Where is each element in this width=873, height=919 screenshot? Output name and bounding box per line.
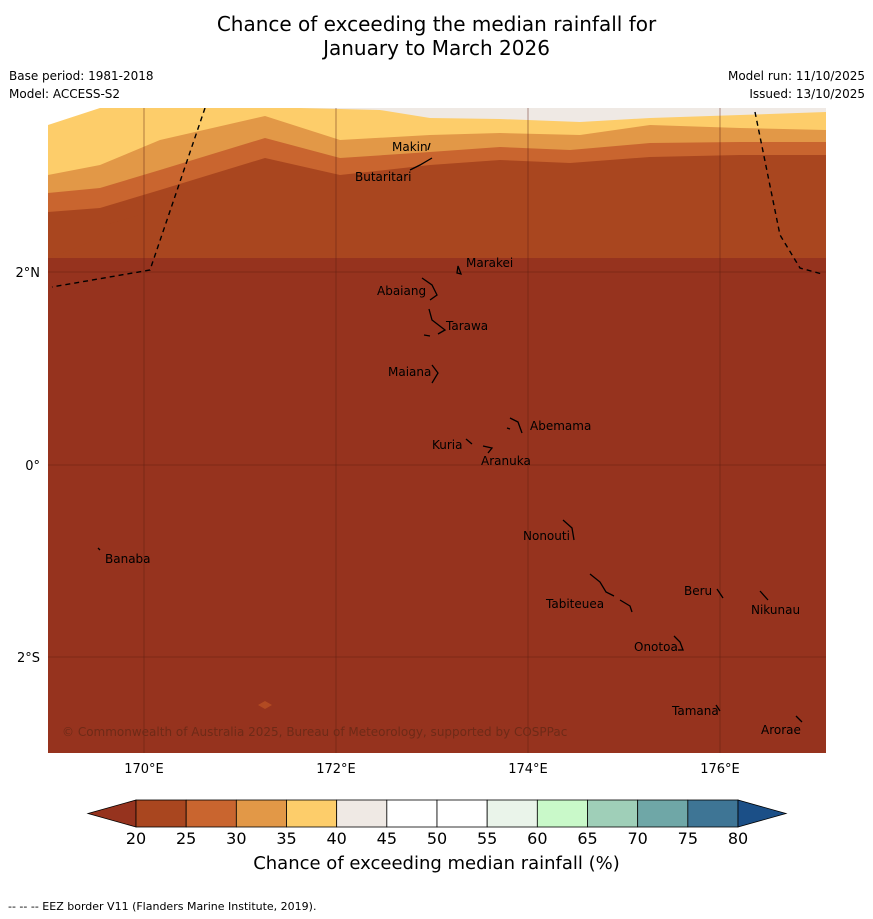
colorbar-tick-label: 30 — [226, 829, 246, 848]
model-name: Model: ACCESS-S2 — [9, 87, 121, 101]
band-30-35 — [48, 108, 826, 193]
colorbar-tick-label: 55 — [477, 829, 497, 848]
band-45-50 — [48, 108, 100, 125]
island-beru — [716, 588, 724, 599]
island-butaritari — [409, 157, 433, 171]
colorbar-tick-label: 70 — [627, 829, 647, 848]
title-line-1: Chance of exceeding the median rainfall … — [216, 12, 657, 36]
place-labels: Makin Butaritari Marakei Abaiang Tarawa … — [105, 140, 801, 737]
island-tabiteuea — [589, 573, 633, 613]
issued-date: Issued: 13/10/2025 — [749, 87, 865, 101]
label-onotoa: Onotoa — [634, 640, 678, 654]
colorbar-tick-label: 35 — [276, 829, 296, 848]
colorbar-segment — [135, 799, 187, 828]
island-aranuka — [482, 445, 494, 454]
island-tarawa — [423, 308, 447, 337]
island-outlines — [97, 142, 803, 723]
map-title: Chance of exceeding the median rainfall … — [0, 12, 873, 60]
island-abaiang — [421, 277, 438, 301]
colorbar-tick-label: 75 — [678, 829, 698, 848]
colorbar-tick-label: 25 — [176, 829, 196, 848]
label-tamana: Tamana — [671, 704, 719, 718]
island-banaba — [97, 547, 101, 551]
label-abaiang: Abaiang — [377, 284, 426, 298]
island-abemama — [506, 417, 523, 434]
label-tabiteuea: Tabiteuea — [545, 597, 604, 611]
colorbar-segment — [436, 799, 488, 828]
island-nikunau — [759, 590, 769, 601]
label-aranuka: Aranuka — [481, 454, 531, 468]
eez-footnote: -- -- -- EEZ border V11 (Flanders Marine… — [8, 900, 317, 913]
map-area — [48, 108, 826, 753]
colorbar-tick-label: 60 — [527, 829, 547, 848]
band-40-45 — [48, 108, 826, 122]
label-abemama: Abemama — [530, 419, 591, 433]
island-kuria — [465, 438, 473, 445]
base-period: Base period: 1981-2018 — [9, 69, 154, 83]
lat-tick-0: 0° — [25, 459, 40, 474]
colorbar-segment — [486, 799, 538, 828]
colorbar-segment — [286, 799, 338, 828]
colorbar-under-extend — [86, 799, 137, 828]
label-tarawa: Tarawa — [445, 319, 488, 333]
label-kuria: Kuria — [432, 438, 463, 452]
lat-tick-labels: 2°N 0° 2°S — [16, 266, 41, 666]
lon-tick-174e: 174°E — [508, 762, 548, 777]
colorbar-tick-label: 45 — [377, 829, 397, 848]
island-marakei — [456, 265, 463, 275]
colorbar-segment — [687, 799, 739, 828]
copyright-notice: © Commonwealth of Australia 2025, Bureau… — [62, 725, 567, 739]
label-nikunau: Nikunau — [751, 603, 800, 617]
label-banaba: Banaba — [105, 552, 151, 566]
island-nonouti — [562, 519, 575, 541]
eez-border — [51, 108, 823, 288]
band-20-25-west — [48, 212, 150, 258]
graticule — [48, 108, 826, 753]
label-arorae: Arorae — [761, 723, 801, 737]
island-arorae — [795, 715, 803, 723]
small-anomaly-patch — [258, 701, 272, 709]
colorbar-segment — [185, 799, 237, 828]
lon-tick-172e: 172°E — [316, 762, 356, 777]
colorbar-tick-label: 65 — [577, 829, 597, 848]
band-35-40 — [48, 108, 826, 175]
island-tamana — [715, 704, 721, 712]
colorbar-segment — [637, 799, 689, 828]
colorbar-tick-label: 40 — [326, 829, 346, 848]
label-maiana: Maiana — [388, 365, 431, 379]
colorbar-label: Chance of exceeding median rainfall (%) — [253, 853, 620, 874]
label-makin: Makin — [392, 140, 428, 154]
label-beru: Beru — [684, 584, 712, 598]
label-marakei: Marakei — [466, 256, 513, 270]
label-butaritari: Butaritari — [355, 170, 412, 184]
colorbar-segment — [587, 799, 639, 828]
colorbar-tick-label: 80 — [728, 829, 748, 848]
lon-tick-176e: 176°E — [700, 762, 740, 777]
model-run: Model run: 11/10/2025 — [727, 69, 865, 83]
colorbar-segment — [386, 799, 438, 828]
title-line-2: January to March 2026 — [323, 36, 550, 60]
colorbar-segment — [235, 799, 287, 828]
lat-tick-2s: 2°S — [17, 651, 40, 666]
colorbar-tick-label: 50 — [427, 829, 447, 848]
island-onotoa — [673, 635, 684, 651]
colorbar-tick-label: 20 — [126, 829, 146, 848]
lat-tick-2n: 2°N — [16, 266, 41, 281]
colorbar-segment — [336, 799, 388, 828]
lon-tick-labels: 170°E 172°E 174°E 176°E — [124, 762, 740, 777]
island-maiana — [431, 364, 439, 384]
island-makin — [427, 142, 431, 151]
colorbar-segment — [536, 799, 588, 828]
label-nonouti: Nonouti — [523, 529, 570, 543]
colorbar-over-extend — [737, 799, 788, 828]
colorbar: 20 25 30 35 40 45 50 55 60 65 70 75 80 — [86, 799, 788, 848]
lon-tick-170e: 170°E — [124, 762, 164, 777]
